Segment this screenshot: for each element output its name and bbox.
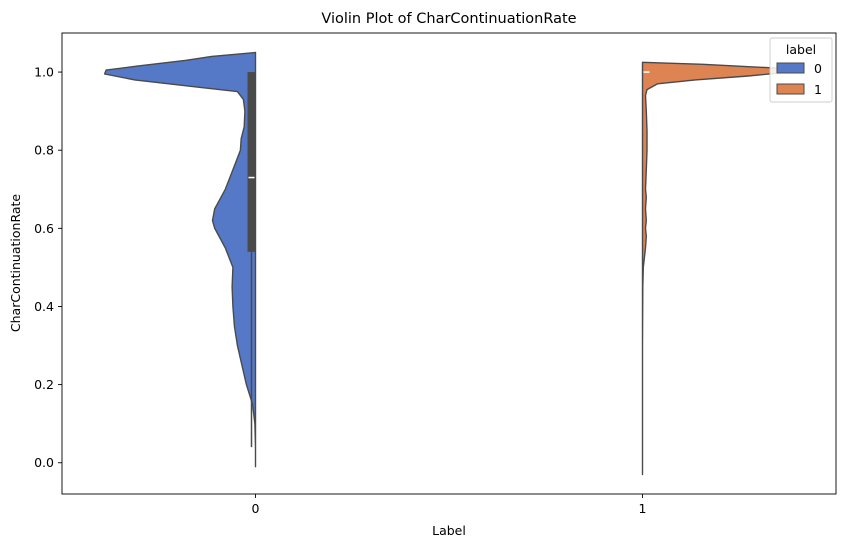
y-axis-ticks: 0.0 0.2 0.4 0.6 0.8 1.0 xyxy=(34,65,62,470)
y-axis-label: CharContinuationRate xyxy=(8,194,23,333)
legend-swatch-1 xyxy=(776,83,805,95)
plot-frame xyxy=(61,32,837,495)
legend-title: label xyxy=(786,42,816,57)
y-tick-label: 0.0 xyxy=(34,455,54,470)
legend-label-1: 1 xyxy=(814,82,822,97)
violin-0 xyxy=(103,51,257,468)
y-tick-label: 0.8 xyxy=(34,143,54,158)
y-tick-label: 1.0 xyxy=(34,65,54,80)
chart-title: Violin Plot of CharContinuationRate xyxy=(321,11,576,27)
box-iqr-0 xyxy=(247,72,256,252)
legend: label 0 1 xyxy=(769,37,833,103)
box-layer xyxy=(247,71,650,448)
x-tick-label: 1 xyxy=(639,501,647,516)
legend-swatch-0 xyxy=(776,62,805,74)
legend-label-0: 0 xyxy=(814,61,822,76)
y-tick-label: 0.2 xyxy=(34,377,54,392)
y-tick-label: 0.6 xyxy=(34,221,54,236)
x-tick-label: 0 xyxy=(252,501,260,516)
x-axis-label: Label xyxy=(432,523,466,538)
y-tick-label: 0.4 xyxy=(34,299,54,314)
